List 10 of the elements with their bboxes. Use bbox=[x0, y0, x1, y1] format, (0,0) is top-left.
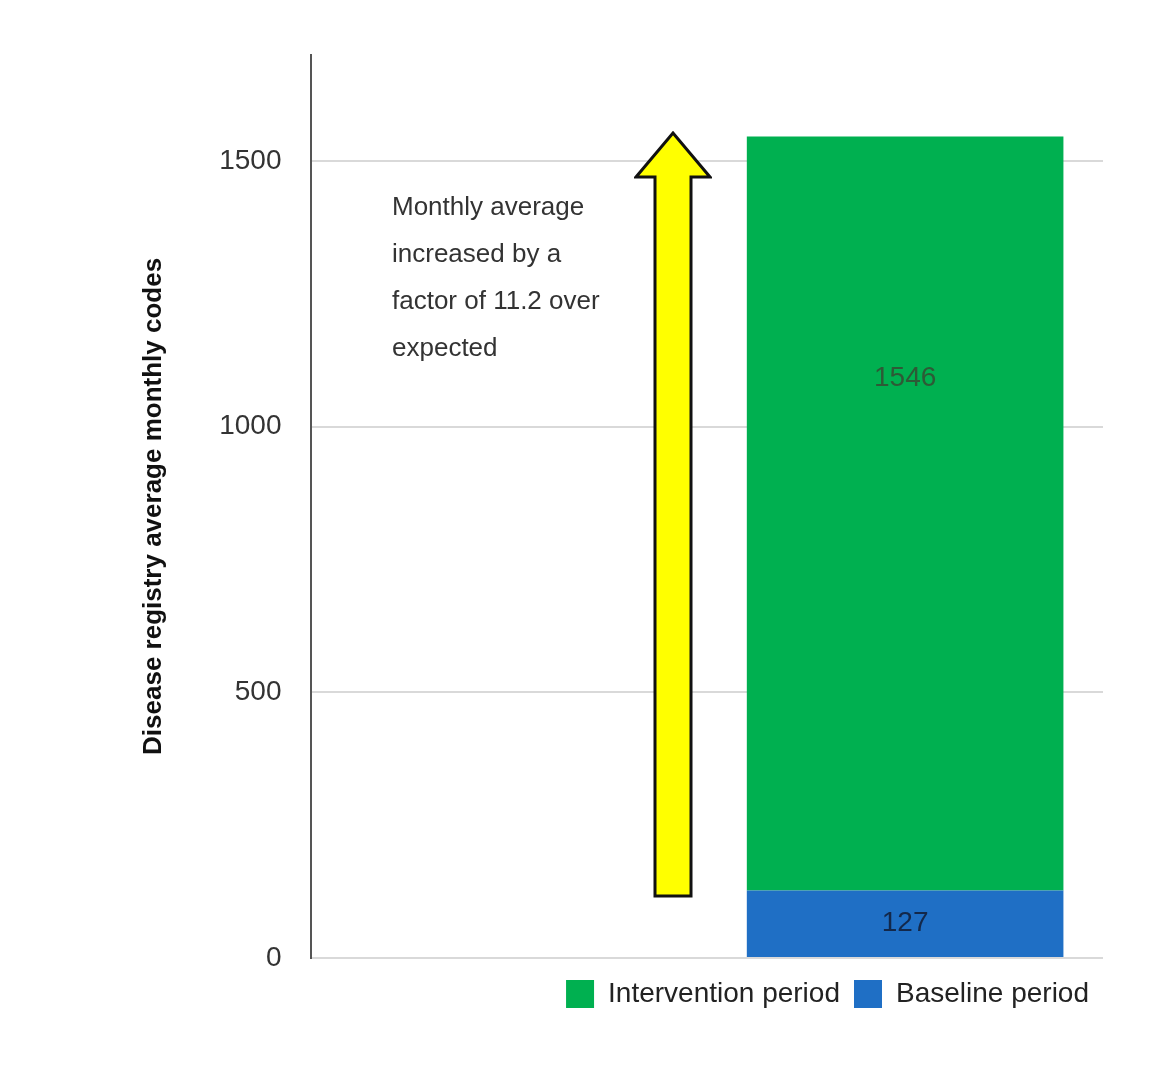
y-axis-title: Disease registry average monthly codes bbox=[136, 257, 167, 755]
annotation: Monthly average increased by a factor of 11.2 over expected bbox=[392, 190, 601, 364]
y-tick-label: 500 bbox=[234, 675, 282, 707]
data-label: 127 bbox=[881, 906, 929, 938]
y-tick-label: 1000 bbox=[219, 409, 282, 441]
legend-label: Intervention period bbox=[608, 976, 840, 1008]
legend-label: Baseline period bbox=[895, 976, 1090, 1008]
y-tick-label: 0 bbox=[265, 940, 282, 972]
total-label: 1546 bbox=[873, 360, 937, 392]
y-tick-label: 1500 bbox=[219, 143, 282, 175]
